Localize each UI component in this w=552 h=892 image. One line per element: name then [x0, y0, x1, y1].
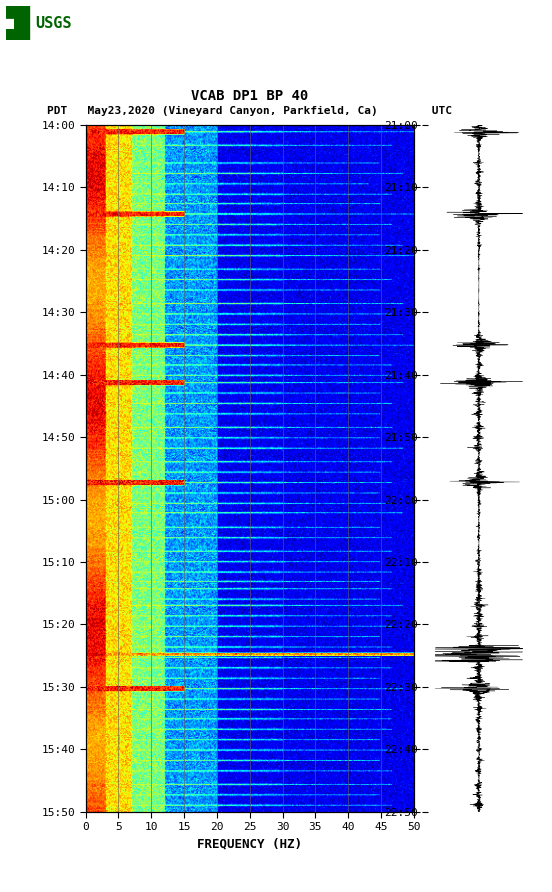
- Text: ■: ■: [4, 14, 14, 32]
- Bar: [6, 6, 29, 40]
- X-axis label: FREQUENCY (HZ): FREQUENCY (HZ): [197, 838, 302, 851]
- Text: USGS: USGS: [35, 16, 72, 30]
- Text: VCAB DP1 BP 40: VCAB DP1 BP 40: [191, 88, 309, 103]
- Text: PDT   May23,2020 (Vineyard Canyon, Parkfield, Ca)        UTC: PDT May23,2020 (Vineyard Canyon, Parkfie…: [47, 106, 452, 116]
